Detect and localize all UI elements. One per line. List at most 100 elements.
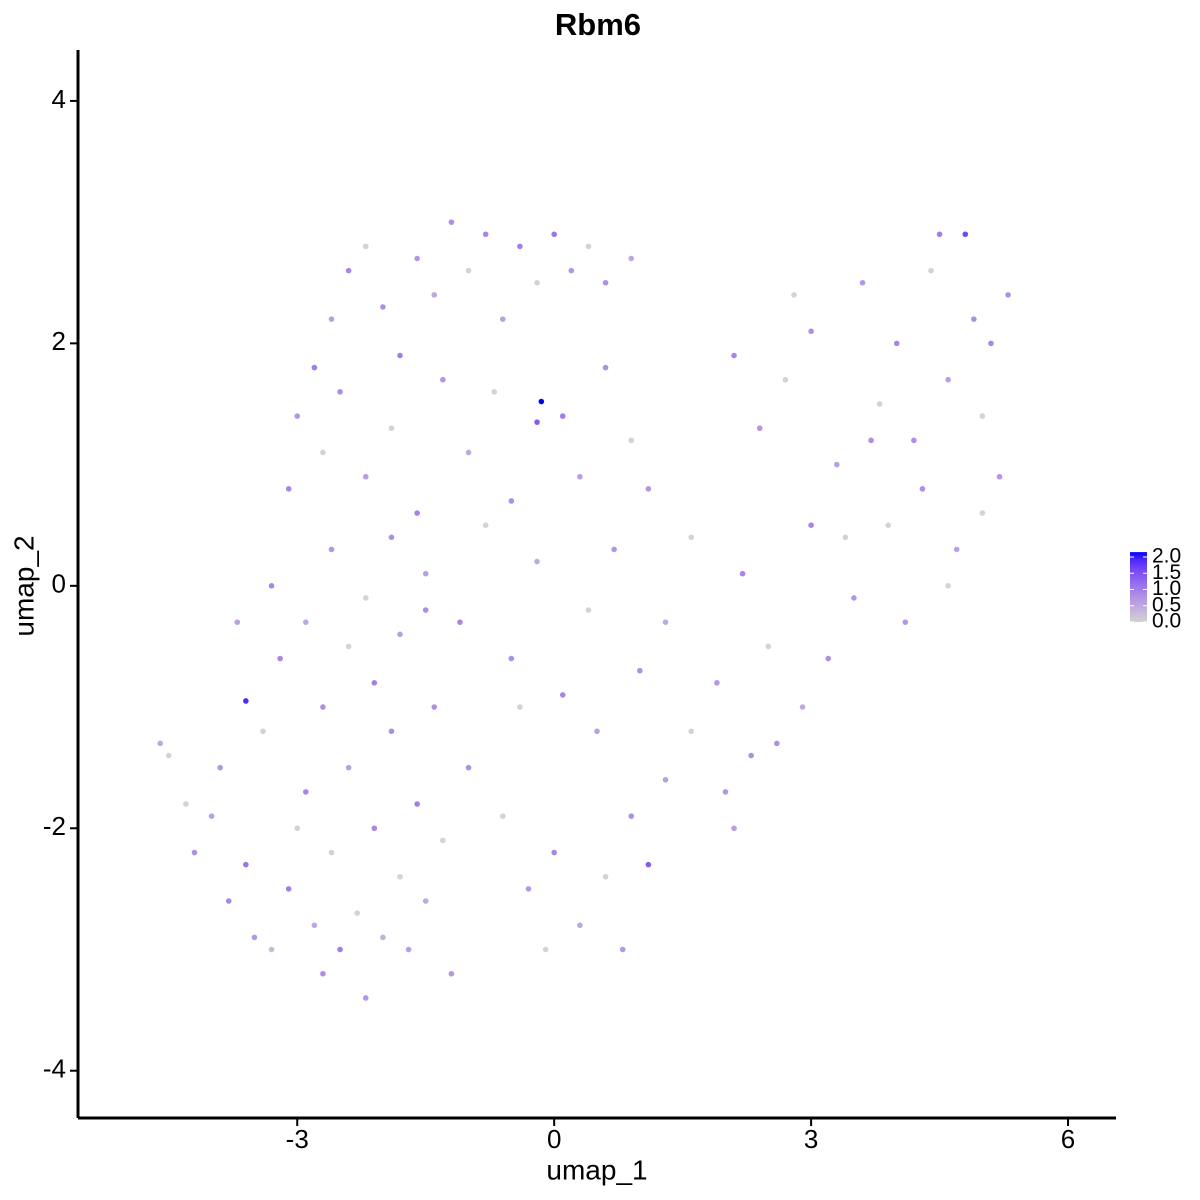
cell-point <box>739 570 746 577</box>
cell-point <box>808 328 814 335</box>
cell-point <box>791 292 797 298</box>
cell-point <box>465 764 472 771</box>
cell-point <box>465 267 472 274</box>
cell-point <box>645 486 652 492</box>
cell-point <box>834 461 840 468</box>
cell-point <box>885 522 891 529</box>
cell-point <box>380 304 386 310</box>
cell-point <box>440 837 446 844</box>
cell-point <box>979 413 986 419</box>
cell-point <box>388 534 395 541</box>
y-tick-label: 2 <box>52 326 66 356</box>
cell-point <box>448 219 455 225</box>
x-tick-label: 3 <box>804 1124 818 1154</box>
cell-point <box>731 825 737 832</box>
cell-point <box>294 825 301 832</box>
cell-point <box>414 255 420 262</box>
cell-point <box>277 655 283 662</box>
cell-point <box>414 801 420 807</box>
y-tick-label: 4 <box>52 84 66 114</box>
cell-point <box>945 583 951 589</box>
y-tick-label: -4 <box>43 1054 66 1084</box>
cell-point <box>320 449 326 456</box>
cell-point <box>996 473 1003 480</box>
cell-point <box>508 655 515 662</box>
cell-point <box>577 922 583 929</box>
cell-point <box>482 231 489 238</box>
y-tick-label: -2 <box>43 811 66 841</box>
cell-point <box>559 692 566 698</box>
cell-point <box>337 389 343 395</box>
cell-point <box>774 740 780 747</box>
cell-point <box>345 643 352 650</box>
cell-point <box>979 510 986 516</box>
cell-point <box>422 607 429 613</box>
cell-point <box>482 522 489 529</box>
cell-point <box>928 267 934 274</box>
points <box>157 219 1011 1001</box>
cell-point <box>577 473 583 480</box>
cell-point <box>756 425 763 432</box>
cell-point <box>345 764 352 771</box>
cell-point <box>157 740 164 747</box>
cell-point <box>294 413 301 419</box>
cell-point <box>208 813 215 819</box>
cell-point <box>362 243 369 250</box>
cell-point <box>243 861 249 868</box>
cell-point <box>311 922 318 929</box>
cell-point <box>285 486 292 492</box>
colorbar-tick-label: 0.5 <box>1152 593 1181 616</box>
cell-point <box>414 510 420 516</box>
cell-point <box>538 398 545 405</box>
x-tick-label: 6 <box>1061 1124 1075 1154</box>
cell-point <box>165 752 172 759</box>
cell-point <box>431 704 438 710</box>
cell-point <box>508 498 515 504</box>
colorbar-tick-label: 2.0 <box>1152 545 1181 568</box>
cell-point <box>602 279 609 286</box>
cell-point <box>808 522 814 529</box>
cell-point <box>988 340 994 347</box>
chart-title: Rbm6 <box>555 7 641 42</box>
cell-point <box>893 340 900 347</box>
cell-point <box>919 486 926 492</box>
cell-point <box>243 698 249 704</box>
cell-point <box>303 789 309 795</box>
cell-point <box>499 316 506 322</box>
cell-point <box>499 813 506 819</box>
cell-point <box>602 873 609 880</box>
cell-point <box>311 364 318 371</box>
cell-point <box>354 910 360 916</box>
cell-point <box>517 704 523 710</box>
cell-point <box>551 231 557 238</box>
cell-point <box>380 934 386 941</box>
cell-point <box>662 619 669 625</box>
cell-point <box>234 619 241 625</box>
cell-point <box>362 473 369 480</box>
cell-point <box>1005 292 1011 298</box>
cell-point <box>465 449 472 456</box>
cell-point <box>260 728 266 735</box>
cell-point <box>748 752 754 759</box>
cell-point <box>945 376 951 383</box>
colorbar <box>1130 552 1147 622</box>
cell-point <box>191 849 198 856</box>
cell-point <box>637 667 643 674</box>
cell-point <box>551 849 557 856</box>
cell-point <box>971 316 977 322</box>
cell-point <box>911 437 917 444</box>
cell-point <box>859 279 866 286</box>
cell-point <box>688 728 695 735</box>
colorbar-tick-label: 1.5 <box>1152 561 1181 584</box>
cell-point <box>303 619 309 625</box>
cell-point <box>397 631 403 638</box>
cell-point <box>328 316 335 322</box>
cell-point <box>225 898 232 904</box>
cell-point <box>628 437 635 444</box>
x-tick-label: 0 <box>547 1124 561 1154</box>
cell-point <box>517 243 523 250</box>
cell-point <box>688 534 695 541</box>
cell-point <box>362 995 369 1001</box>
cell-point <box>328 546 335 553</box>
y-axis-title: umap_2 <box>8 535 39 636</box>
